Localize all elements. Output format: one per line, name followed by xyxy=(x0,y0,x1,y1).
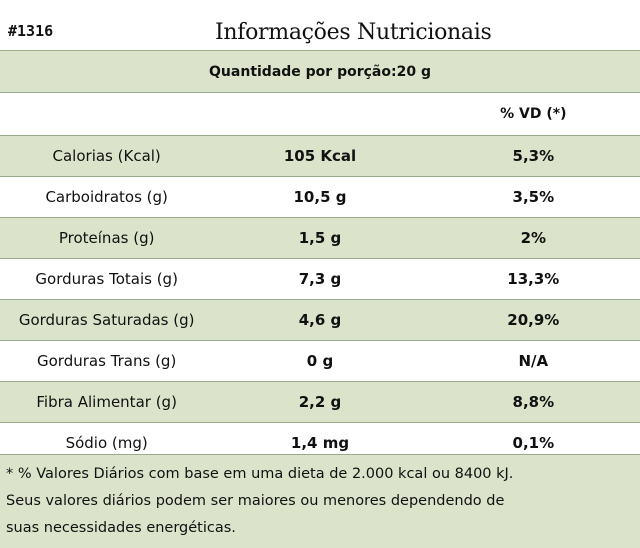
nutrient-name: Proteínas (g) xyxy=(0,217,214,259)
table-row: Carboidratos (g) 10,5 g 3,5% xyxy=(0,176,640,218)
nutrient-name: Gorduras Trans (g) xyxy=(0,340,214,382)
table-row: Calorias (Kcal) 105 Kcal 5,3% xyxy=(0,135,640,177)
nutrient-name: Gorduras Totais (g) xyxy=(0,258,214,300)
table-row: Gorduras Saturadas (g) 4,6 g 20,9% xyxy=(0,299,640,341)
table-row: Proteínas (g) 1,5 g 2% xyxy=(0,217,640,259)
nutrient-vd: 8,8% xyxy=(426,381,640,423)
nutrient-name: Gorduras Saturadas (g) xyxy=(0,299,214,341)
footnote-line: * % Valores Diários com base em uma diet… xyxy=(6,466,514,482)
vd-header-row: % VD (*) xyxy=(0,92,640,136)
blank-header-cell xyxy=(0,92,214,136)
nutrient-amount: 4,6 g xyxy=(213,299,427,341)
nutrient-amount: 105 Kcal xyxy=(213,135,427,177)
nutrient-vd: 3,5% xyxy=(426,176,640,218)
portion-text: Quantidade por porção:20 g xyxy=(0,50,640,93)
portion-row: Quantidade por porção:20 g xyxy=(0,50,640,93)
label-header: #1316 Informações Nutricionais xyxy=(0,0,640,50)
nutrient-amount: 1,5 g xyxy=(213,217,427,259)
footnote-line: suas necessidades energéticas. xyxy=(6,520,236,536)
nutrient-vd: N/A xyxy=(426,340,640,382)
footnote-line: Seus valores diários podem ser maiores o… xyxy=(6,493,505,509)
table-row: Fibra Alimentar (g) 2,2 g 8,8% xyxy=(0,381,640,423)
nutrient-amount: 2,2 g xyxy=(213,381,427,423)
nutrient-vd: 5,3% xyxy=(426,135,640,177)
product-code: #1316 xyxy=(8,22,54,40)
nutrient-vd: 20,9% xyxy=(426,299,640,341)
nutrient-vd: 13,3% xyxy=(426,258,640,300)
nutrient-name: Calorias (Kcal) xyxy=(0,135,214,177)
footnote: * % Valores Diários com base em uma diet… xyxy=(0,454,640,548)
nutrient-name: Carboidratos (g) xyxy=(0,176,214,218)
nutrient-amount: 0 g xyxy=(213,340,427,382)
table-row: Gorduras Trans (g) 0 g N/A xyxy=(0,340,640,382)
nutrient-name: Fibra Alimentar (g) xyxy=(0,381,214,423)
vd-header: % VD (*) xyxy=(426,92,640,136)
nutrient-vd: 2% xyxy=(426,217,640,259)
nutrient-amount: 10,5 g xyxy=(213,176,427,218)
nutrition-table: Quantidade por porção:20 g % VD (*) Calo… xyxy=(0,50,640,463)
nutrient-amount: 7,3 g xyxy=(213,258,427,300)
table-row: Gorduras Totais (g) 7,3 g 13,3% xyxy=(0,258,640,300)
blank-header-cell xyxy=(213,92,427,136)
label-title: Informações Nutricionais xyxy=(215,20,492,45)
